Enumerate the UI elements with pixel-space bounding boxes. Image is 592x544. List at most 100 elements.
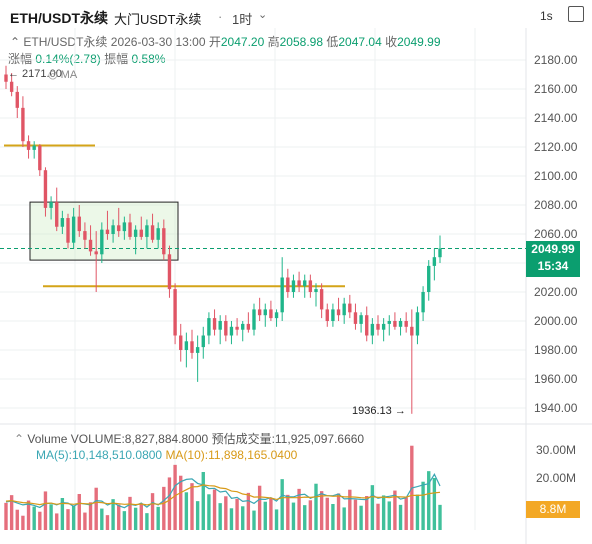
- candle: [150, 213, 155, 243]
- volume-bar: [179, 475, 183, 530]
- volume-bar: [15, 509, 19, 530]
- candle-body: [353, 312, 358, 324]
- ma-toggle[interactable]: ◎ MA: [48, 69, 78, 81]
- candle-body: [71, 216, 76, 243]
- y-tick-label: 2060.00: [534, 227, 578, 241]
- collapse-chevron-icon[interactable]: ⌃: [14, 432, 25, 446]
- current-volume-tag: 8.8M: [526, 501, 580, 518]
- candle-body: [179, 335, 183, 350]
- candle-body: [167, 254, 172, 290]
- timeframe-selector[interactable]: 1时: [232, 12, 253, 27]
- candle: [252, 303, 256, 336]
- candle-body: [348, 303, 352, 313]
- candle: [286, 268, 290, 298]
- candle: [133, 225, 138, 255]
- candle-body: [325, 309, 329, 321]
- volume-bar: [348, 489, 352, 530]
- volume-bar: [150, 493, 155, 530]
- candle: [331, 303, 335, 327]
- volume-bar: [331, 504, 335, 530]
- volume-axis-20m: 20.00M: [536, 471, 577, 485]
- candle: [387, 315, 391, 336]
- volume-ma5-line: [5, 473, 441, 509]
- candle-body: [173, 289, 177, 336]
- candle: [224, 315, 228, 342]
- candle: [49, 196, 53, 220]
- candle: [308, 274, 313, 298]
- candle: [421, 286, 425, 321]
- candle: [319, 283, 324, 319]
- candle: [190, 329, 194, 359]
- ohlc-info: ⌃ ETH/USDT永续 2026-03-30 13:00 开2047.20 高…: [10, 33, 441, 50]
- volume-bar: [235, 498, 239, 530]
- open-value: 2047.20: [220, 35, 265, 49]
- volume-ma-info: MA(5):10,148,510.0800 MA(10):11,898,165.…: [36, 448, 297, 462]
- candle-body: [32, 145, 36, 150]
- volume-axis-30m: 30.00M: [536, 443, 577, 457]
- candle: [303, 274, 307, 298]
- volume-bar: [60, 498, 65, 530]
- candle: [88, 225, 93, 256]
- symbol-title[interactable]: ETH/USDT永续: [10, 10, 108, 26]
- candle-body: [297, 280, 301, 287]
- volume-bar: [122, 511, 127, 530]
- candle: [55, 187, 59, 232]
- candle: [117, 207, 121, 237]
- candle-body: [224, 321, 228, 336]
- candle-body: [150, 225, 155, 240]
- candle: [241, 321, 245, 342]
- volume-bar: [184, 492, 189, 530]
- candle: [314, 283, 318, 307]
- candle-body: [331, 309, 335, 321]
- volume-bar: [325, 497, 329, 530]
- candle-body: [314, 289, 318, 292]
- volume-bar: [128, 496, 132, 530]
- volume-bar: [4, 502, 8, 530]
- volume-bar: [224, 496, 228, 530]
- volume-bar: [111, 499, 115, 530]
- volume-bar: [32, 506, 36, 530]
- candle-body: [94, 251, 98, 255]
- volume-bar: [117, 504, 121, 530]
- candle: [325, 303, 329, 327]
- volume-bar: [139, 503, 143, 530]
- candle: [381, 318, 386, 342]
- y-tick-label: 2160.00: [534, 82, 578, 96]
- volume-bar: [100, 508, 104, 530]
- candle-body: [133, 229, 138, 237]
- y-tick-label: 2080.00: [534, 198, 578, 212]
- fullscreen-icon[interactable]: [568, 6, 584, 22]
- candle: [77, 205, 81, 237]
- volume-bar: [9, 495, 14, 530]
- volume-bar: [381, 495, 386, 530]
- candle-body: [212, 318, 217, 330]
- candle-body: [66, 218, 70, 243]
- volume-bar: [393, 490, 397, 530]
- last-price-tag: 2049.99 15:34: [526, 241, 580, 277]
- volume-bar: [308, 500, 313, 530]
- candle-body: [60, 218, 65, 227]
- volume-bar: [88, 502, 93, 530]
- volume-bar: [410, 445, 414, 530]
- last-price: 2049.99: [531, 242, 575, 256]
- refresh-interval[interactable]: 1s: [540, 9, 553, 23]
- volume-bar: [133, 507, 138, 530]
- volume-bar: [173, 464, 177, 530]
- candle: [393, 312, 397, 330]
- candle-body: [9, 81, 14, 92]
- volume-bar: [83, 512, 87, 530]
- close-label: 收: [385, 35, 398, 49]
- candle-body: [336, 309, 341, 316]
- volume-bar: [297, 488, 301, 530]
- candle: [94, 231, 98, 292]
- candle-body: [410, 326, 414, 336]
- chevron-down-icon[interactable]: ⌄: [258, 9, 268, 21]
- amplitude-value: 0.58%: [131, 52, 166, 66]
- y-tick-label: 1980.00: [534, 343, 578, 357]
- candle-body: [117, 225, 121, 232]
- volume-bar: [319, 491, 324, 530]
- candle: [167, 245, 172, 298]
- candle-body: [381, 323, 386, 330]
- collapse-chevron-icon[interactable]: ⌃: [10, 35, 21, 49]
- volume-bar: [77, 494, 81, 530]
